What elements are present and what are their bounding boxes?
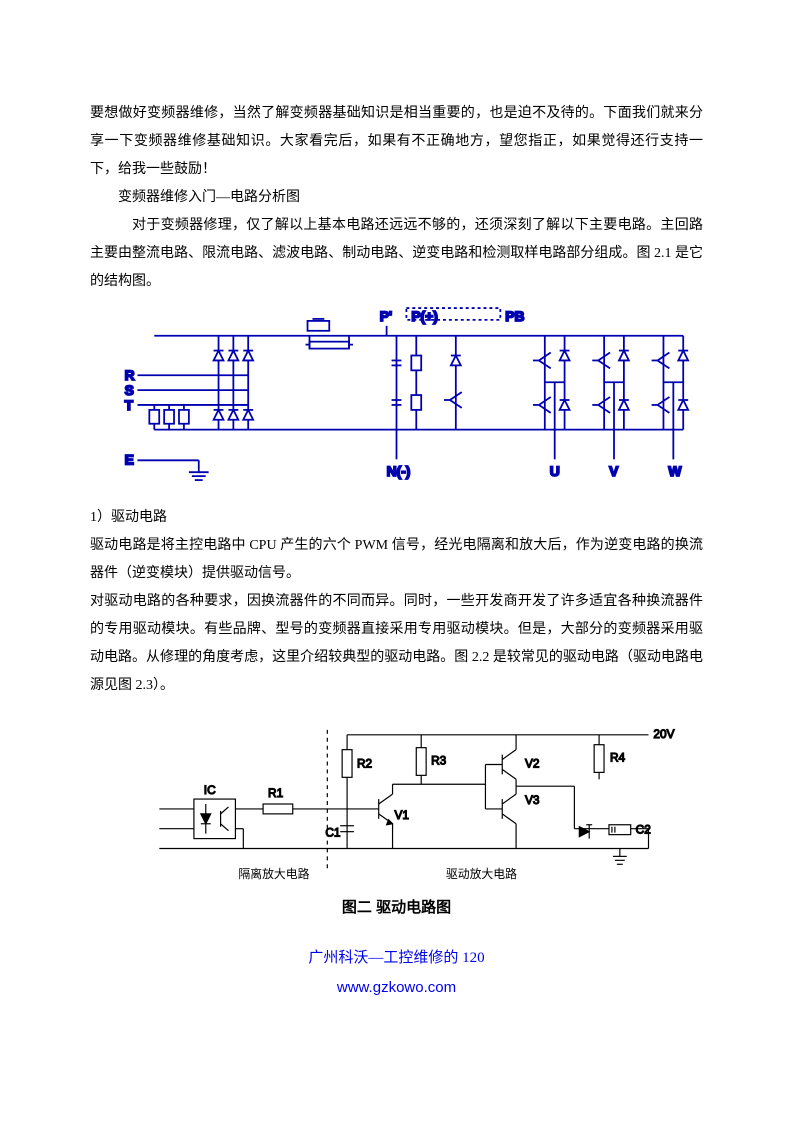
label-v1: V1 <box>395 808 410 822</box>
label-v3: V3 <box>525 793 540 807</box>
label-s: S <box>125 382 134 398</box>
paragraph-5: 对驱动电路的各种要求，因换流器件的不同而异。同时，一些开发商开发了许多适宜各种换… <box>90 588 703 700</box>
section-label-right: 驱动放大电路 <box>446 867 517 881</box>
label-p-prime: P' <box>380 308 393 324</box>
figure-2-caption: 图二 驱动电路图 <box>90 893 703 923</box>
label-ic: IC <box>204 783 216 797</box>
paragraph-4: 驱动电路是将主控电路中 CPU 产生的六个 PWM 信号，经光电隔离和放大后，作… <box>90 532 703 588</box>
label-e: E <box>125 451 134 467</box>
label-v: V <box>609 463 619 479</box>
label-n-minus: N(-) <box>387 463 411 479</box>
label-t: T <box>125 397 134 413</box>
label-w: W <box>668 463 682 479</box>
section-1-title: 1）驱动电路 <box>90 504 703 532</box>
label-p-plus: P(+) <box>411 308 438 324</box>
paragraph-3: 对于变频器修理，仅了解以上基本电路还远远不够的，还须深刻了解以下主要电路。主回路… <box>90 212 703 296</box>
label-20v: 20V <box>653 727 674 741</box>
label-pb: PB <box>505 308 524 324</box>
footer-url: www.gzkowo.com <box>90 973 703 1003</box>
main-circuit-diagram: R S T E <box>90 306 703 494</box>
label-r1: R1 <box>268 786 284 800</box>
label-v2: V2 <box>525 756 540 770</box>
section-label-left: 隔离放大电路 <box>238 867 309 881</box>
label-r3: R3 <box>431 753 447 767</box>
label-r: R <box>125 367 135 383</box>
intro-paragraph: 要想做好变频器维修，当然了解变频器基础知识是相当重要的，也是迫不及待的。下面我们… <box>90 100 703 184</box>
footer-company: 广州科沃—工控维修的 120 <box>90 943 703 973</box>
subtitle: 变频器维修入门—电路分析图 <box>90 184 703 212</box>
page-footer: 广州科沃—工控维修的 120 www.gzkowo.com <box>90 943 703 1003</box>
drive-circuit-diagram: 20V IC R1 R2 C1 <box>90 720 703 888</box>
label-u: U <box>550 463 560 479</box>
label-r4: R4 <box>610 751 626 765</box>
label-c1: C1 <box>325 826 341 840</box>
label-r2: R2 <box>357 756 372 770</box>
